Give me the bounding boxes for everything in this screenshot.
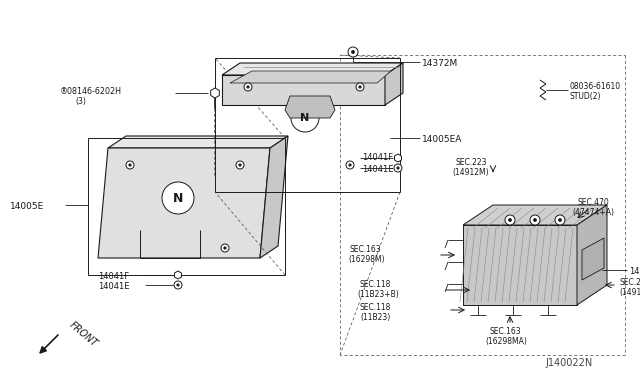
Text: SEC.163: SEC.163 [490, 327, 522, 336]
Polygon shape [577, 205, 607, 305]
Text: N: N [173, 192, 183, 205]
Text: (16298MA): (16298MA) [485, 337, 527, 346]
Text: (3): (3) [75, 97, 86, 106]
Circle shape [394, 164, 402, 172]
Text: 14041F: 14041F [362, 153, 393, 162]
Polygon shape [108, 148, 270, 178]
Polygon shape [582, 238, 604, 280]
Text: (14912M): (14912M) [619, 288, 640, 297]
Circle shape [129, 164, 131, 166]
Circle shape [244, 83, 252, 91]
Text: 08036-61610: 08036-61610 [570, 82, 621, 91]
Circle shape [177, 284, 179, 286]
Text: J140022N: J140022N [545, 358, 592, 368]
Text: SEC.223: SEC.223 [455, 158, 486, 167]
Circle shape [236, 161, 244, 169]
Polygon shape [394, 154, 401, 162]
Circle shape [509, 218, 511, 221]
Text: 14041F: 14041F [98, 272, 129, 281]
Circle shape [162, 182, 194, 214]
Circle shape [174, 281, 182, 289]
Polygon shape [463, 225, 577, 305]
Text: (11B23+B): (11B23+B) [357, 290, 399, 299]
Circle shape [356, 83, 364, 91]
Text: 14005EA: 14005EA [422, 135, 462, 144]
Polygon shape [211, 88, 220, 98]
Polygon shape [108, 136, 288, 148]
Text: 14005E: 14005E [10, 202, 44, 211]
Polygon shape [260, 136, 288, 258]
Text: SEC.118: SEC.118 [360, 303, 392, 312]
Circle shape [505, 215, 515, 225]
Polygon shape [230, 71, 391, 83]
Polygon shape [98, 148, 270, 258]
Text: SEC.118: SEC.118 [360, 280, 392, 289]
Circle shape [221, 244, 229, 252]
Text: FRONT: FRONT [67, 320, 99, 349]
Circle shape [126, 161, 134, 169]
Polygon shape [175, 271, 182, 279]
Text: SEC.223: SEC.223 [619, 278, 640, 287]
Circle shape [534, 218, 536, 221]
Circle shape [247, 86, 249, 88]
Polygon shape [222, 63, 403, 75]
Circle shape [351, 51, 355, 54]
Circle shape [559, 218, 561, 221]
Text: SEC.470: SEC.470 [577, 198, 609, 207]
Circle shape [346, 161, 354, 169]
Text: 14041E: 14041E [98, 282, 129, 291]
Circle shape [224, 247, 226, 249]
Text: ®08146-6202H: ®08146-6202H [60, 87, 122, 96]
Text: (16298M): (16298M) [348, 255, 385, 264]
Circle shape [348, 47, 358, 57]
Circle shape [397, 167, 399, 169]
Circle shape [349, 164, 351, 166]
Circle shape [555, 215, 565, 225]
Text: 14041E: 14041E [362, 165, 394, 174]
Circle shape [359, 86, 361, 88]
Circle shape [530, 215, 540, 225]
Text: (14912M): (14912M) [452, 168, 488, 177]
Text: (11B23): (11B23) [360, 313, 390, 322]
Text: 14372M: 14372M [422, 59, 458, 68]
Circle shape [291, 104, 319, 132]
Text: (47474+A): (47474+A) [572, 208, 614, 217]
Text: STUD(2): STUD(2) [570, 92, 602, 101]
Polygon shape [463, 205, 607, 225]
Circle shape [239, 164, 241, 166]
Polygon shape [222, 75, 385, 105]
Text: 14013M: 14013M [629, 267, 640, 276]
Polygon shape [285, 96, 335, 118]
Text: SEC.163: SEC.163 [350, 245, 381, 254]
Polygon shape [385, 63, 403, 105]
Text: N: N [300, 113, 310, 123]
